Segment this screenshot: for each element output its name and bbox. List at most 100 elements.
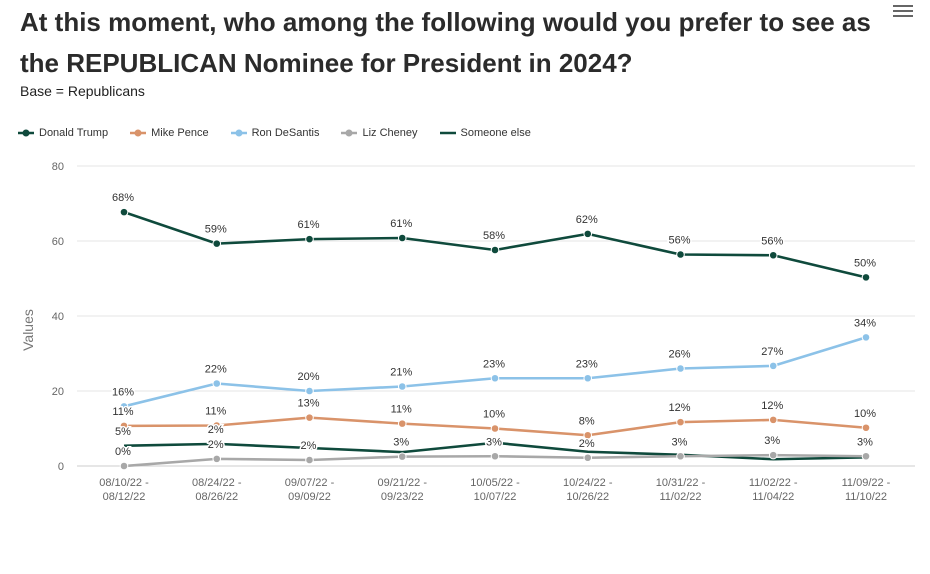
legend-item-someone-else[interactable]: Someone else	[439, 127, 531, 139]
data-point-donald-trump	[397, 233, 407, 243]
x-tick-label: 08/24/22 -	[192, 477, 242, 489]
data-point-donald-trump	[861, 273, 871, 282]
series-line-someone-else	[123, 441, 867, 461]
data-label-ron-desantis: 34%	[854, 317, 876, 329]
data-point-ron-desantis	[583, 373, 593, 383]
x-tick-label: 11/02/22 -	[749, 477, 798, 489]
data-label-ron-desantis: 16%	[112, 386, 134, 398]
data-label-donald-trump: 61%	[390, 218, 412, 230]
x-tick-label: 11/10/22	[845, 491, 887, 503]
data-point-mike-pence	[397, 419, 407, 428]
x-tick-label: 09/09/22	[288, 491, 331, 503]
y-tick-label: 0	[58, 461, 64, 473]
data-point-mike-pence	[119, 421, 129, 431]
x-tick-label: 10/05/22 -	[470, 477, 520, 489]
data-label-ron-desantis: 21%	[390, 367, 412, 379]
data-label-mike-pence: 11%	[112, 406, 133, 418]
data-label-donald-trump: 58%	[483, 230, 505, 242]
legend-swatch	[341, 129, 358, 137]
data-point-donald-trump	[490, 245, 500, 255]
legend-label: Someone else	[460, 127, 531, 139]
x-tick-label: 08/26/22	[195, 491, 238, 503]
data-point-donald-trump	[676, 250, 685, 259]
data-label-mike-pence: 10%	[854, 408, 876, 420]
x-tick-label: 11/09/22 -	[842, 477, 891, 489]
data-point-donald-trump	[305, 234, 314, 244]
data-point-liz-cheney	[490, 451, 500, 461]
data-label-mike-pence: 12%	[761, 400, 783, 412]
data-point-mike-pence	[861, 423, 871, 433]
data-label-liz-cheney: 3%	[672, 436, 688, 448]
data-label-donald-trump: 62%	[576, 214, 598, 226]
chart-legend: Donald Trump Mike Pence Ron DeSantis Liz Ch…	[18, 125, 553, 141]
legend-label: Ron DeSantis	[251, 127, 320, 139]
data-point-donald-trump	[583, 229, 593, 239]
data-point-ron-desantis	[305, 386, 314, 396]
data-label-donald-trump: 59%	[205, 224, 227, 236]
data-label-donald-trump: 56%	[668, 235, 690, 247]
x-tick-label: 08/12/22	[103, 491, 146, 503]
data-point-liz-cheney	[768, 450, 778, 460]
data-label-liz-cheney: 3%	[486, 436, 502, 448]
data-point-ron-desantis	[768, 361, 778, 371]
x-tick-label: 09/21/22 -	[377, 477, 427, 489]
legend-swatch	[18, 129, 34, 137]
data-point-ron-desantis	[119, 402, 129, 411]
data-label-liz-cheney: 3%	[764, 435, 780, 447]
data-label-liz-cheney: 2%	[208, 439, 224, 451]
legend-label: Mike Pence	[151, 127, 209, 139]
x-tick-label: 10/07/22	[474, 491, 517, 503]
legend-swatch	[230, 129, 247, 137]
data-point-ron-desantis	[397, 382, 407, 391]
x-tick-label: 10/26/22	[566, 491, 609, 503]
data-label-ron-desantis: 20%	[297, 371, 319, 383]
data-point-ron-desantis	[676, 364, 685, 373]
legend-item-mike-pence[interactable]: Mike Pence	[130, 127, 209, 139]
data-point-mike-pence	[305, 413, 314, 422]
data-point-ron-desantis	[861, 333, 871, 342]
legend-swatch	[439, 131, 456, 135]
data-point-mike-pence	[676, 417, 685, 427]
data-point-liz-cheney	[861, 451, 871, 461]
legend-item-ron-desantis[interactable]: Ron DeSantis	[230, 127, 320, 139]
data-label-ron-desantis: 23%	[483, 358, 505, 370]
data-label-mike-pence: 13%	[297, 398, 319, 410]
line-chart: 0 20 40 60 80 Values 08/10/22 - 08/12/22 08/24/2…	[20, 161, 915, 503]
data-label-ron-desantis: 23%	[576, 358, 598, 370]
data-point-donald-trump	[212, 239, 222, 248]
data-point-liz-cheney	[397, 452, 407, 461]
data-label-mike-pence: 10%	[483, 409, 505, 421]
data-label-donald-trump: 61%	[297, 219, 319, 231]
data-point-mike-pence	[212, 421, 222, 430]
data-label-donald-trump: 68%	[112, 192, 134, 204]
data-label-liz-cheney: 3%	[393, 437, 409, 449]
menu-icon[interactable]	[893, 3, 913, 19]
series-line-ron-desantis	[123, 336, 867, 408]
legend-label: Liz Cheney	[362, 127, 418, 139]
legend-item-liz-cheney[interactable]: Liz Cheney	[341, 127, 418, 139]
data-label-donald-trump: 50%	[854, 257, 876, 269]
data-label-mike-pence: 11%	[391, 404, 412, 416]
data-point-ron-desantis	[212, 379, 222, 388]
data-label-mike-pence: 8%	[579, 415, 595, 427]
y-tick-label: 40	[52, 311, 64, 323]
data-label-ron-desantis: 27%	[761, 346, 783, 358]
data-label-someone-else: 2%	[208, 424, 224, 436]
series-line-donald-trump	[123, 210, 867, 279]
y-axis-title: Values	[20, 309, 36, 351]
data-label-liz-cheney: 0%	[115, 446, 131, 458]
chart-subtitle: Base = Republicans	[20, 83, 145, 99]
x-tick-label: 10/24/22 -	[563, 477, 613, 489]
data-point-donald-trump	[768, 250, 778, 260]
x-tick-label: 11/02/22	[659, 491, 701, 503]
legend-label: Donald Trump	[39, 127, 109, 139]
y-tick-label: 80	[52, 161, 64, 173]
data-label-someone-else: 5%	[115, 426, 131, 438]
data-label-liz-cheney: 3%	[857, 436, 873, 448]
data-point-liz-cheney	[583, 453, 593, 463]
legend-item-donald-trump[interactable]: Donald Trump	[18, 127, 108, 139]
data-point-mike-pence	[583, 430, 593, 440]
x-tick-label: 09/07/22 -	[285, 477, 335, 489]
data-label-ron-desantis: 22%	[205, 364, 227, 376]
data-point-ron-desantis	[490, 373, 500, 383]
